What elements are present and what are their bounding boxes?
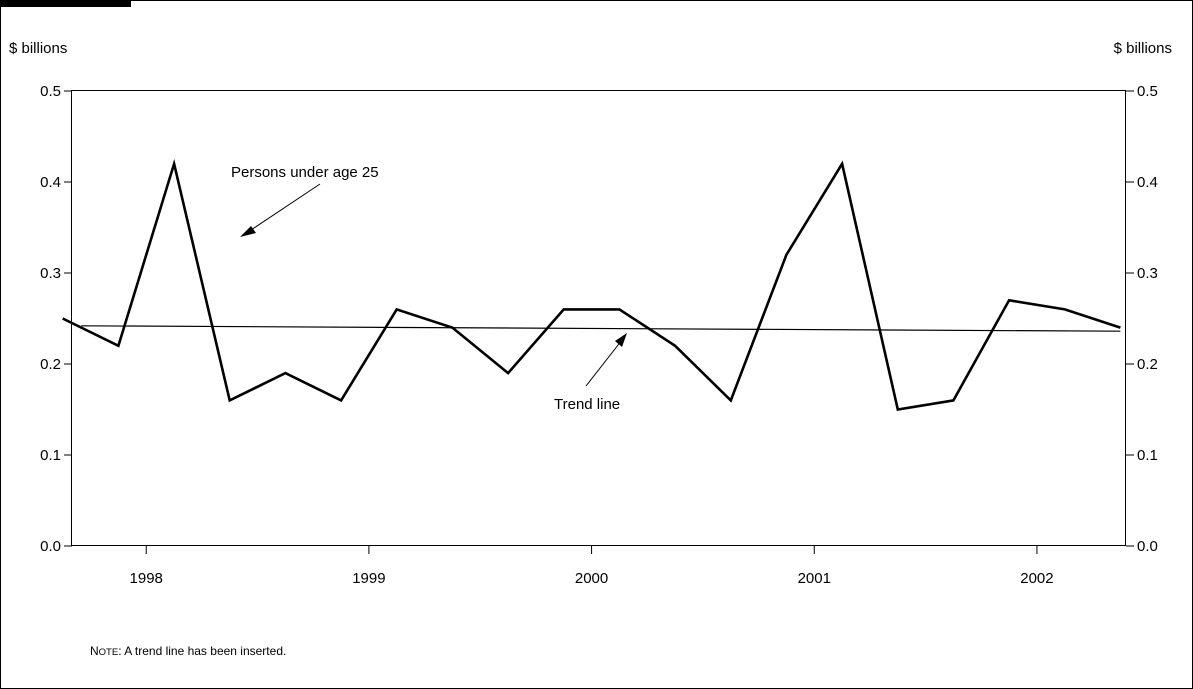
annotation-persons-under-25: Persons under age 25 [231, 164, 379, 181]
footnote: NOTE: A trend line has been inserted. [90, 644, 286, 658]
y-tick-right-label: 0.1 [1137, 447, 1158, 464]
x-tick-label: 2001 [798, 570, 831, 587]
y-tick-left-label: 0.3 [40, 265, 61, 282]
trend-line [81, 325, 1121, 332]
y-tick-right-label: 0.4 [1137, 174, 1158, 191]
y-axis-unit-label-right: $ billions [1114, 40, 1172, 57]
x-axis: 1998 1999 2000 2001 2002 [130, 546, 1054, 587]
x-tick-label: 2002 [1020, 570, 1053, 587]
y-tick-right-label: 0.5 [1137, 83, 1158, 100]
y-tick-left-label: 0.5 [40, 83, 61, 100]
y-tick-right-label: 0.3 [1137, 265, 1158, 282]
figure-header-tab [0, 0, 131, 7]
annotation-arrow-persons-under-25 [247, 183, 321, 233]
series-layer [62, 158, 1121, 411]
x-tick-label: 1999 [352, 570, 385, 587]
annotation-trend-line: Trend line [554, 396, 620, 413]
annotation-arrowhead-persons-under-25 [240, 226, 256, 237]
footnote-label-initial: N [90, 644, 99, 658]
y-axis-left: 0.0 0.1 0.2 0.3 0.4 0.5 [40, 83, 72, 555]
annotation-arrowhead-trend-line [615, 333, 627, 347]
y-tick-right-label: 0.0 [1137, 538, 1158, 555]
y-tick-left-label: 0.0 [40, 538, 61, 555]
plot-area-frame [71, 90, 1126, 546]
y-axis-unit-label-left: $ billions [9, 40, 67, 57]
series-line-persons-under-25 [62, 158, 1121, 411]
footnote-label-rest: OTE [99, 647, 119, 658]
x-tick-label: 2000 [575, 570, 608, 587]
y-tick-right-label: 0.2 [1137, 356, 1158, 373]
y-axis-right: 0.0 0.1 0.2 0.3 0.4 0.5 [1126, 83, 1158, 555]
annotation-arrow-trend-line [585, 339, 623, 387]
y-tick-left-label: 0.2 [40, 356, 61, 373]
footnote-text: : A trend line has been inserted. [118, 644, 286, 658]
y-tick-left-label: 0.1 [40, 447, 61, 464]
x-tick-label: 1998 [130, 570, 163, 587]
y-tick-left-label: 0.4 [40, 174, 61, 191]
